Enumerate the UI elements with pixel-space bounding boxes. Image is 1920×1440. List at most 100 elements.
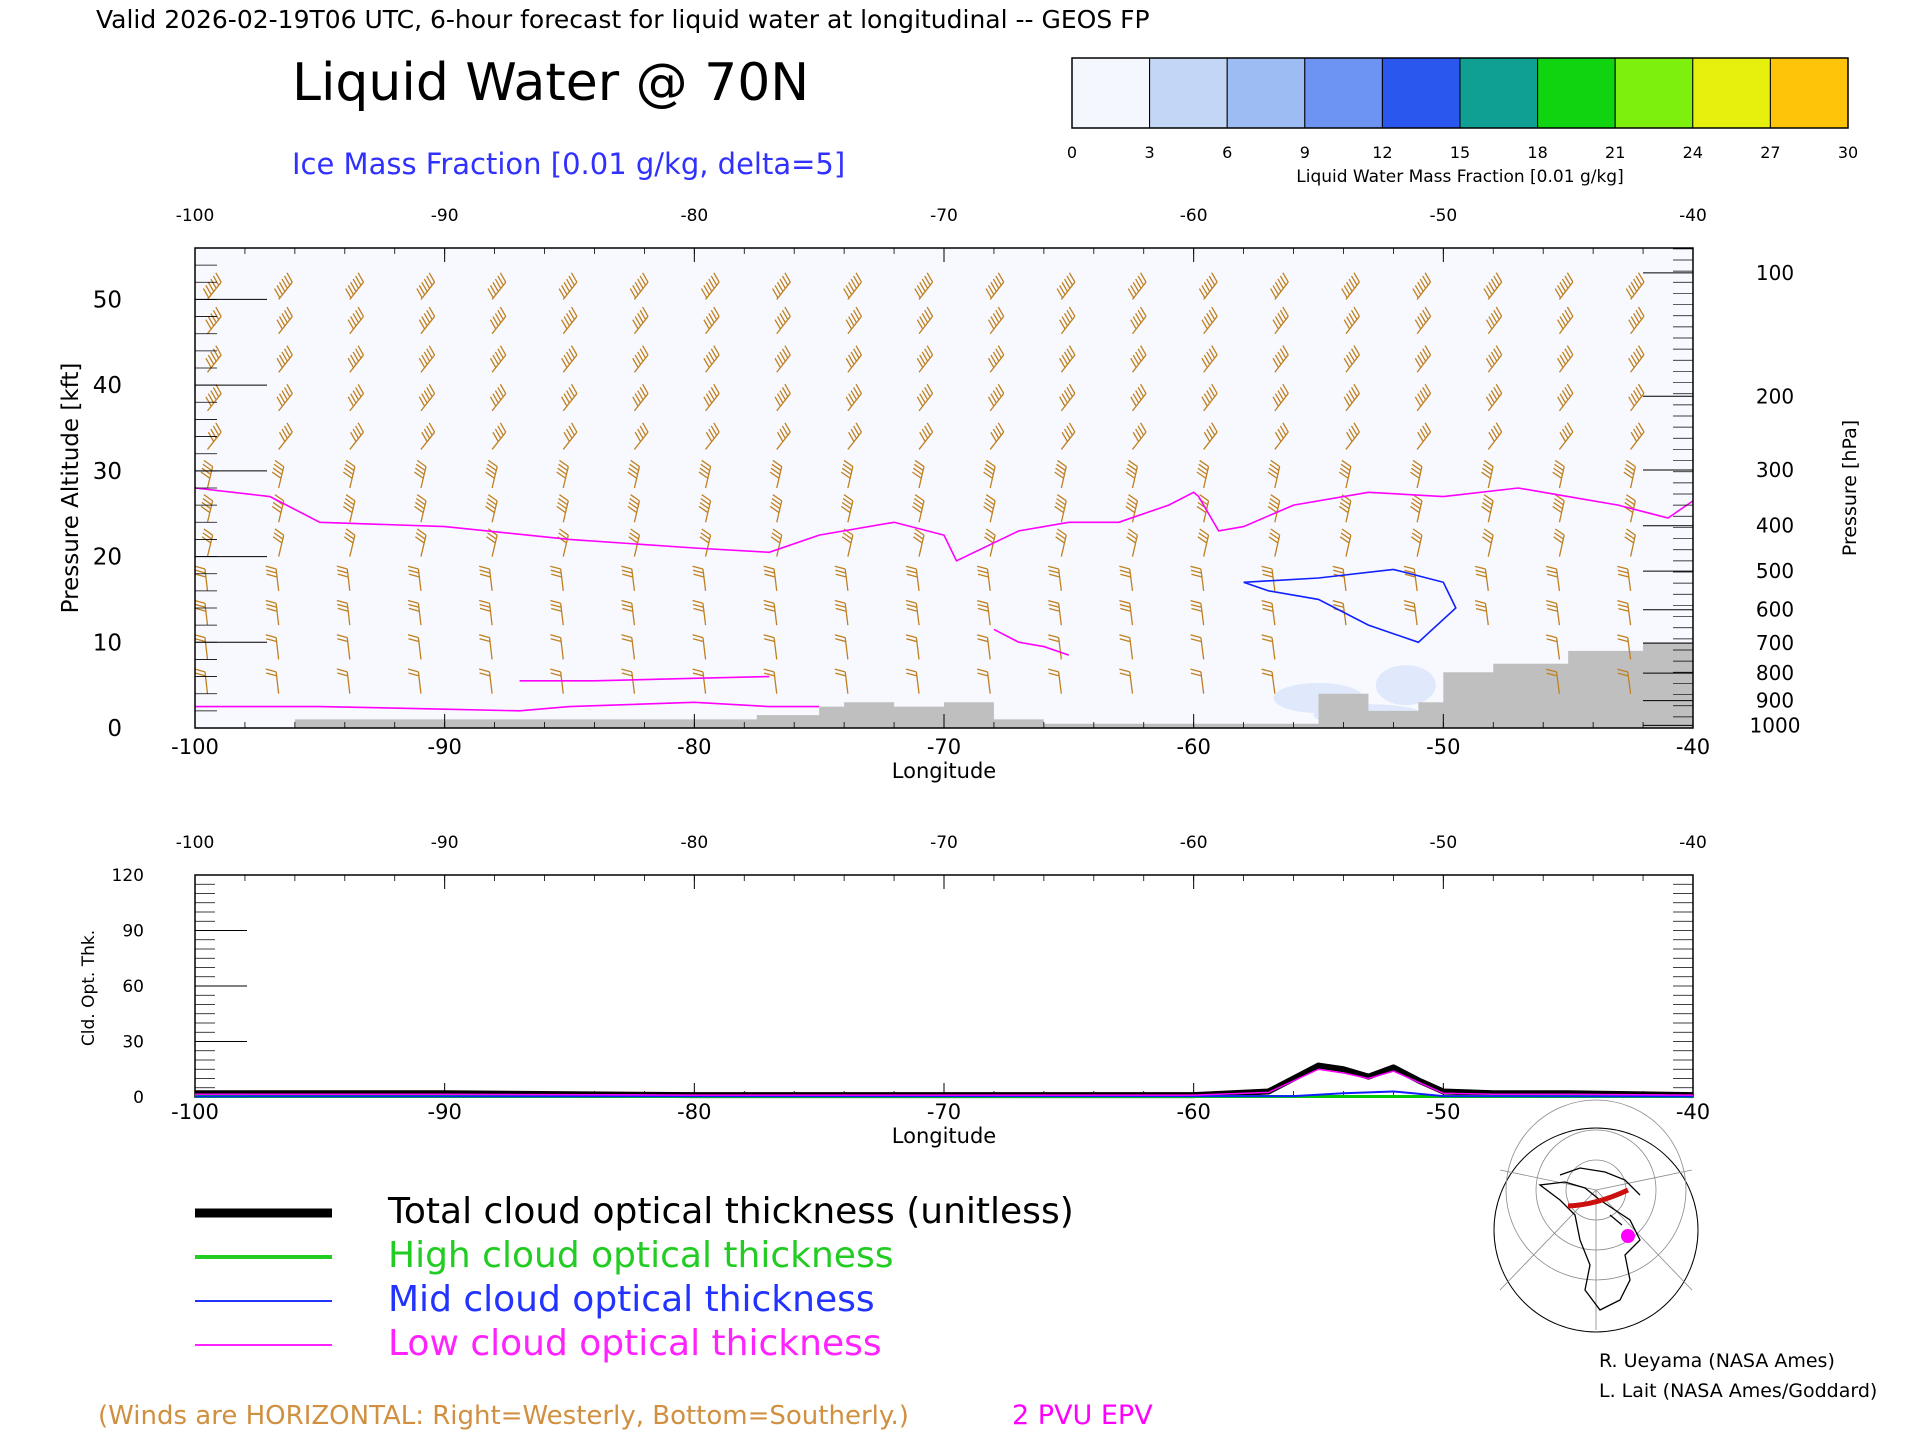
wind-barb-flag (1277, 313, 1284, 323)
wind-barb-flag (850, 313, 858, 324)
colorbar-tick-label: 3 (1145, 143, 1155, 162)
wind-barb-flag (1203, 316, 1211, 327)
wind-barb-flag (421, 316, 428, 327)
wind-barb-flag (983, 505, 993, 514)
wind-barb-flag (1554, 288, 1562, 299)
locator-map (1493, 1099, 1699, 1333)
wind-barb-flag (1633, 390, 1640, 401)
credit-1: R. Ueyama (NASA Ames) (1599, 1350, 1835, 1372)
wind-barb-flag (274, 459, 285, 468)
wind-barb-flag (202, 532, 213, 540)
lower-xlabel: Longitude (892, 1124, 996, 1148)
wind-barb-flag (1490, 351, 1498, 362)
wind-barb-flag (1125, 471, 1136, 479)
wind-barb-flag (976, 599, 988, 604)
wind-barb-flag (700, 463, 711, 472)
main-plot-content (194, 272, 1694, 728)
wind-barb-flag (201, 501, 212, 510)
wind-barb-flag (1490, 428, 1498, 439)
wind-barb-flag (352, 428, 360, 439)
x-tick-label-top: -80 (680, 206, 708, 226)
wind-barb-flag (1633, 313, 1640, 323)
wind-barb (987, 345, 1005, 373)
wind-barb-flag (1493, 348, 1500, 359)
wind-barb-flag (992, 428, 1000, 439)
wind-barb-flag (479, 569, 491, 574)
wind-barb (1485, 383, 1503, 412)
wind-barb-flag (913, 532, 924, 540)
wind-barb-flag (1628, 285, 1635, 296)
wind-barb-flag (1208, 309, 1216, 320)
wind-barb-flag (1350, 348, 1358, 359)
wind-barb-flag (499, 345, 507, 356)
wind-barb-flag (1414, 396, 1422, 407)
wind-barb-flag (276, 319, 283, 330)
wind-barb-flag (281, 390, 288, 401)
wind-barb-flag (621, 569, 633, 574)
wind-barb-flag (700, 498, 711, 506)
wind-barb-flag (421, 281, 428, 292)
wind-barb-flag (776, 393, 784, 404)
wind-barb-flag (987, 319, 995, 330)
wind-barb-flag (568, 309, 575, 320)
wind-barb-flag (1422, 386, 1429, 397)
wind-barb-flag (713, 306, 720, 317)
wind-barb (1055, 528, 1067, 557)
wind-barb-flag (492, 354, 499, 365)
wind-barb-flag (278, 281, 286, 292)
x-tick-label: -80 (677, 735, 711, 759)
wind-barb-flag (1495, 272, 1503, 283)
wind-barb-flag (1139, 272, 1147, 283)
wind-barb-flag (407, 668, 419, 673)
wind-barb-flag (843, 494, 854, 502)
wind-barb (692, 668, 707, 694)
main-axes: -100 -100 -90 -90 -80 -80 -70 -70 -60 -60 -50 -50 -4… (93, 206, 1801, 759)
wind-barb-flag (336, 668, 348, 673)
wind-barb-flag (977, 569, 989, 574)
lower-x-tick-label: -50 (1426, 1100, 1460, 1124)
wind-barb (1628, 345, 1645, 373)
wind-barb-flag (1482, 498, 1493, 506)
wind-barb-flag (272, 501, 283, 510)
wind-barb-flag (622, 607, 633, 612)
wind-barb-flag (637, 278, 644, 289)
wind-barb-flag (276, 285, 283, 296)
pressure-tick-label: 300 (1756, 458, 1794, 482)
wind-barb-flag (352, 313, 360, 324)
wind-barb-flag (1190, 599, 1202, 604)
wind-barb-flag (1564, 425, 1571, 436)
x-tick-label: -100 (171, 735, 219, 759)
wind-barb-flag (497, 275, 504, 286)
wind-barb-flag (997, 272, 1005, 283)
lower-y-tick-label: 60 (122, 977, 144, 997)
wind-barb-flag (210, 351, 217, 362)
wind-barb (336, 668, 351, 694)
wind-barb-flag (415, 536, 425, 544)
x-tick-label: -50 (1426, 735, 1460, 759)
wind-barb-flag (479, 573, 491, 578)
wind-barb-flag (1137, 425, 1145, 436)
wind-barb (265, 668, 280, 694)
wind-barb-flag (1208, 425, 1216, 436)
wind-barb-flag (201, 536, 212, 544)
wind-barb-flag (1493, 386, 1500, 397)
wind-barb (265, 634, 280, 660)
wind-barb-flag (1048, 603, 1060, 608)
lower-y-tick-label: 90 (122, 922, 144, 942)
wind-barb-flag (1353, 422, 1360, 433)
wind-barb-flag (621, 599, 632, 604)
wind-barb-flag (997, 306, 1005, 317)
wind-barb-flag (551, 607, 562, 612)
wind-barb-flag (1132, 316, 1140, 327)
wind-barb-flag (550, 672, 562, 677)
wind-barb (1060, 422, 1076, 450)
wind-barb-flag (1564, 386, 1571, 397)
wind-barb-flag (1066, 309, 1073, 320)
wind-barb-flag (1262, 573, 1274, 578)
wind-barb-flag (774, 319, 781, 330)
wind-barb-flag (1422, 348, 1429, 359)
wind-barb-flag (1414, 357, 1422, 368)
wind-barb (1119, 565, 1134, 591)
wind-barb (1190, 565, 1205, 591)
wind-barb-flag (1277, 278, 1284, 289)
